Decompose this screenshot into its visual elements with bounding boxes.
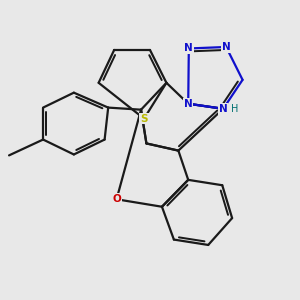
Text: N: N <box>184 99 193 109</box>
Text: S: S <box>140 114 148 124</box>
Text: N: N <box>222 42 230 52</box>
Text: N: N <box>219 104 227 114</box>
Text: O: O <box>112 194 121 204</box>
Text: H: H <box>231 104 238 114</box>
Text: N: N <box>219 104 227 114</box>
Text: N: N <box>184 44 193 53</box>
